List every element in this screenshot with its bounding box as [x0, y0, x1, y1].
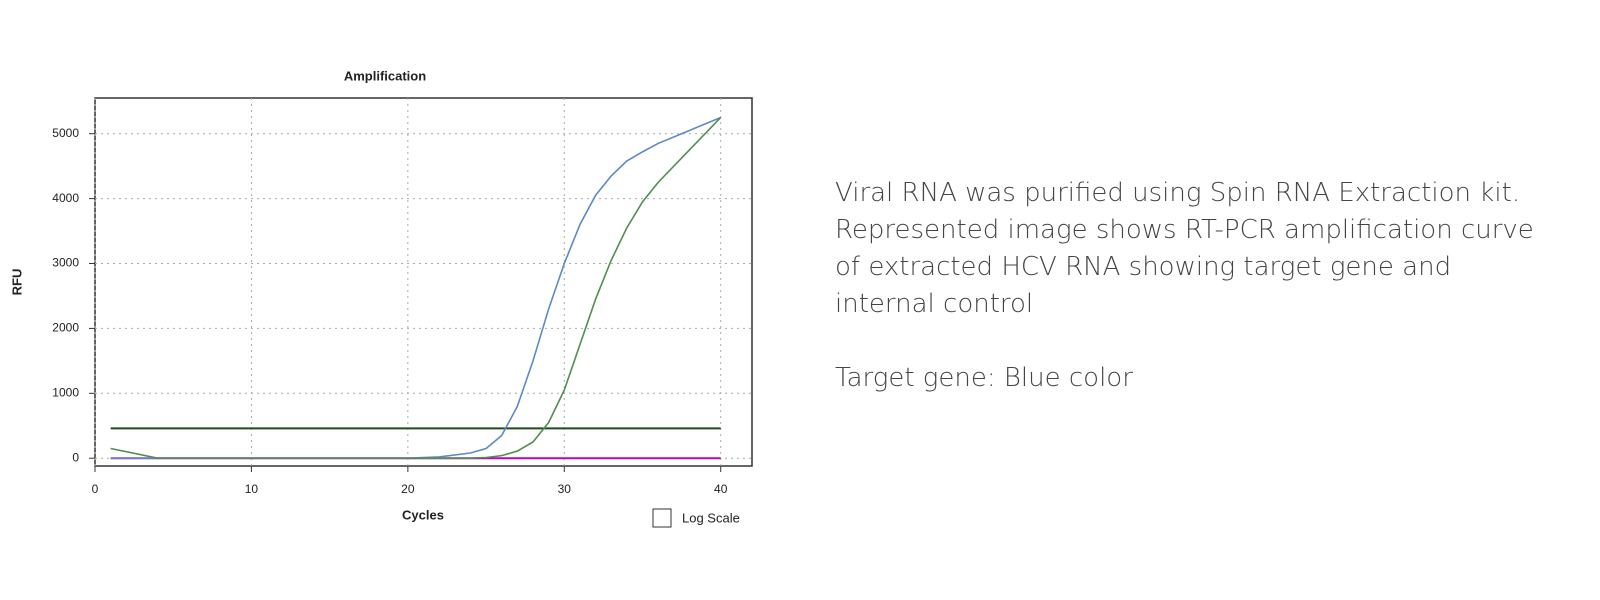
x-tick-label: 0 — [92, 482, 99, 496]
y-tick-label: 4000 — [52, 191, 79, 205]
log-scale-checkbox[interactable] — [652, 508, 672, 528]
y-tick-label: 2000 — [52, 321, 79, 335]
description-paragraph: Viral RNA was purified using Spin RNA Ex… — [835, 178, 1534, 319]
chart-title: Amplification — [344, 68, 426, 83]
y-axis-label: RFU — [9, 269, 24, 296]
description-note: Target gene: Blue color — [835, 363, 1133, 393]
y-tick-label: 0 — [72, 450, 79, 464]
description: Viral RNA was purified using Spin RNA Ex… — [835, 175, 1535, 434]
x-tick-label: 40 — [714, 482, 728, 496]
y-tick-label: 3000 — [52, 256, 79, 270]
plot-area — [94, 97, 753, 467]
y-tick-label: 1000 — [52, 385, 79, 399]
x-tick-label: 30 — [558, 482, 572, 496]
chart: Amplification Cycles RFU Log Scale 0 1000… — [9, 68, 753, 528]
x-tick-label: 10 — [245, 482, 259, 496]
y-tick-label: 5000 — [52, 126, 79, 140]
x-axis-label: Cycles — [402, 507, 444, 522]
x-tick-label: 20 — [401, 482, 415, 496]
amplification-curve — [110, 116, 722, 460]
log-scale-label[interactable]: Log Scale — [682, 510, 740, 525]
